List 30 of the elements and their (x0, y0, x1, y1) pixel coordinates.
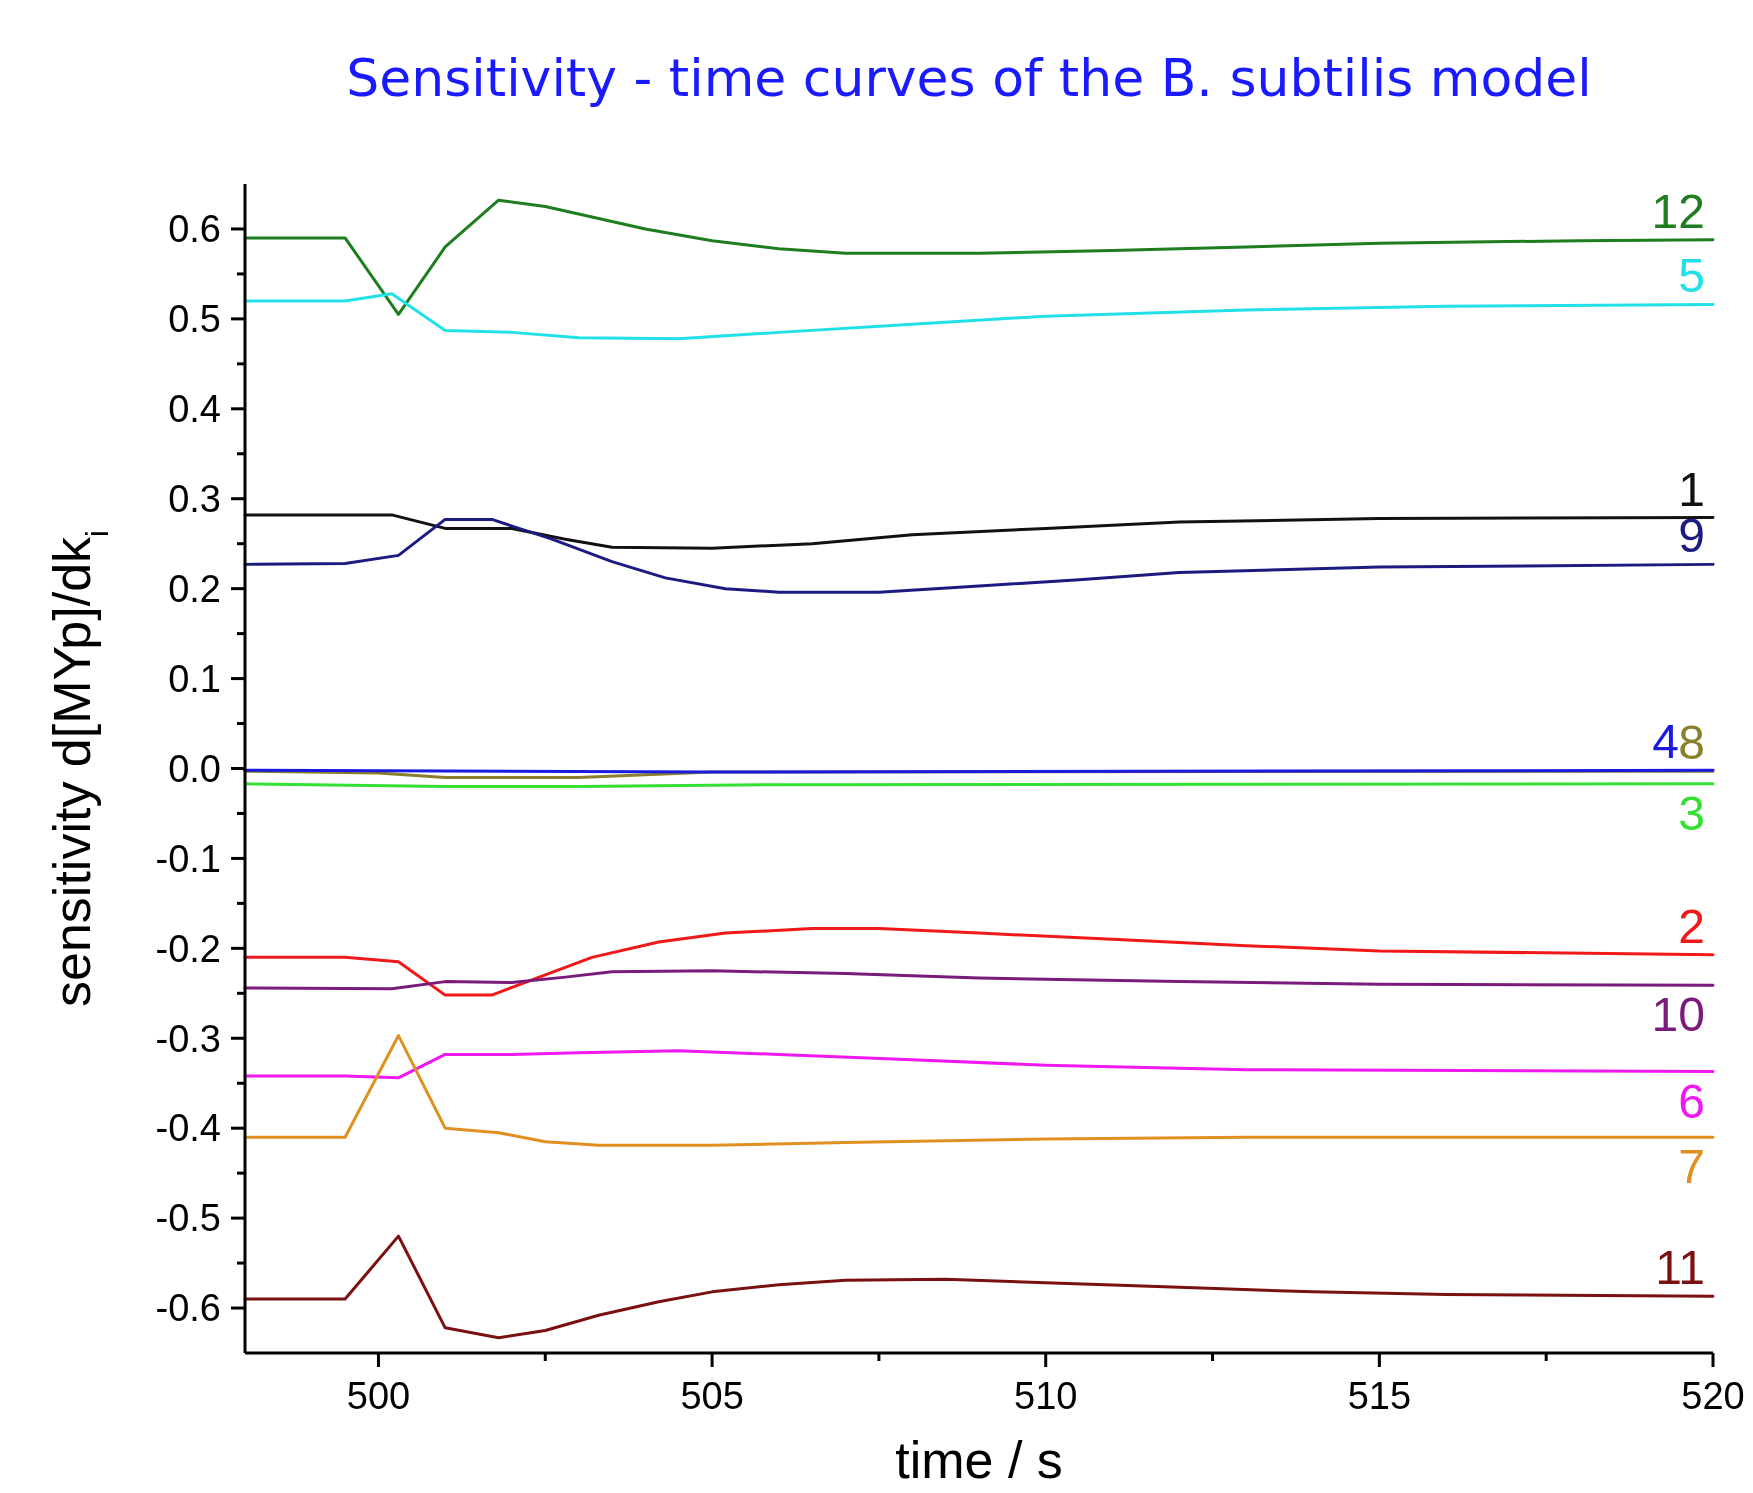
y-tick-label: -0.1 (155, 837, 221, 880)
x-axis-title: time / s (895, 1431, 1063, 1489)
series-label: 7 (1678, 1140, 1705, 1194)
chart-title: Sensitivity - time curves of the B. subtilis model (346, 48, 1592, 108)
y-tick-label: -0.6 (155, 1287, 221, 1330)
y-tick-label: 0.4 (168, 388, 221, 431)
series-label: 6 (1678, 1074, 1705, 1128)
y-tick-label: 0.5 (168, 298, 221, 341)
series-label: 5 (1678, 249, 1705, 303)
series-label: 2 (1678, 899, 1705, 953)
series-label: 10 (1651, 988, 1705, 1042)
series-label: 3 (1678, 786, 1705, 840)
series-label: 12 (1651, 184, 1705, 238)
y-tick-label: 0.0 (168, 747, 221, 790)
y-tick-label: -0.4 (155, 1107, 221, 1150)
series-label: 4 (1652, 715, 1679, 769)
y-tick-label: 0.2 (168, 567, 221, 610)
series-label: 11 (1655, 1241, 1705, 1295)
x-tick-label: 515 (1347, 1375, 1412, 1417)
y-tick-label: 0.3 (168, 478, 221, 521)
series-label: 8 (1678, 716, 1705, 770)
y-tick-label: -0.3 (155, 1017, 221, 1060)
x-tick-label: 520 (1681, 1375, 1745, 1417)
y-tick-label: 0.1 (168, 657, 221, 700)
y-tick-label: -0.5 (155, 1197, 221, 1240)
y-tick-label: -0.2 (155, 927, 221, 970)
y-tick-label: 0.6 (168, 208, 221, 251)
x-tick-label: 500 (346, 1375, 411, 1417)
x-tick-label: 505 (680, 1375, 744, 1417)
x-tick-label: 510 (1014, 1375, 1078, 1417)
